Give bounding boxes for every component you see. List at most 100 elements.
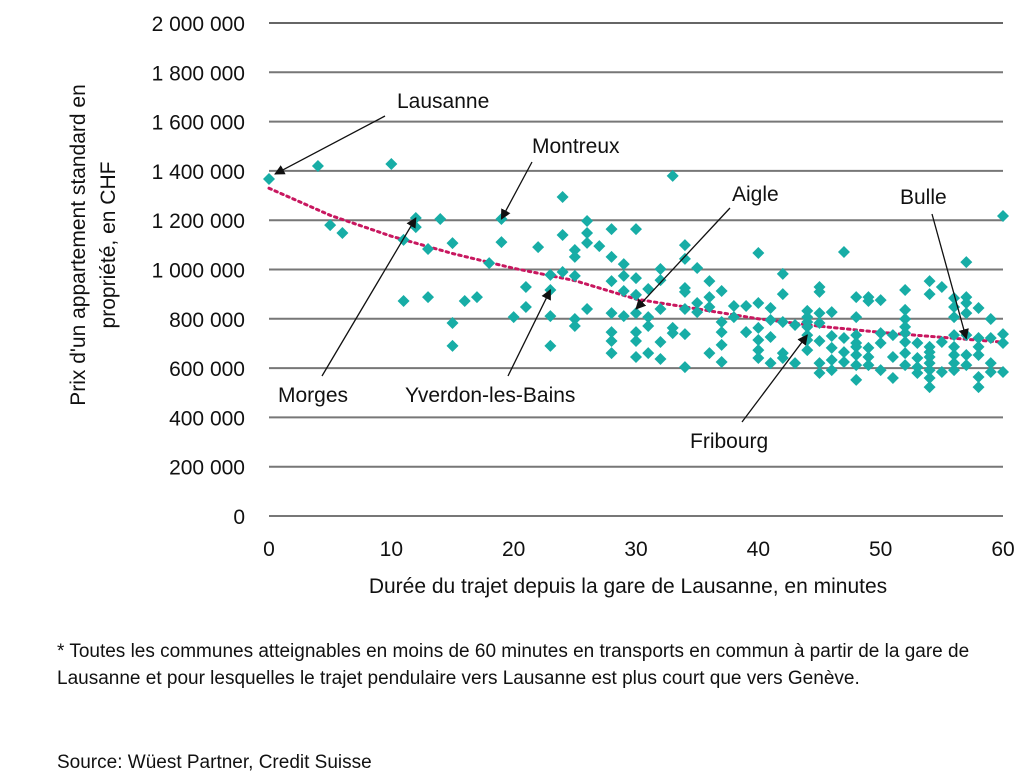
annotation-label: Montreux — [532, 135, 620, 158]
data-point — [422, 243, 435, 256]
data-point — [862, 351, 875, 364]
data-point — [642, 282, 655, 295]
data-point — [678, 328, 691, 341]
data-point — [789, 318, 802, 331]
data-point — [923, 288, 936, 301]
data-point — [311, 159, 324, 172]
data-point — [715, 316, 728, 329]
data-point — [581, 214, 594, 227]
data-point — [703, 300, 716, 313]
data-point — [752, 333, 765, 346]
annotation-label: Aigle — [732, 183, 779, 206]
y-tick-label: 200 000 — [169, 457, 245, 480]
data-point — [776, 288, 789, 301]
annotation-arrow — [635, 207, 731, 310]
data-point — [691, 306, 704, 319]
data-point — [997, 328, 1009, 341]
annotation-label: Yverdon-les-Bains — [405, 384, 575, 407]
data-point — [874, 336, 887, 349]
data-point — [886, 329, 899, 342]
data-point — [752, 297, 765, 310]
data-point — [837, 355, 850, 368]
data-point — [801, 304, 814, 317]
x-tick-label: 50 — [869, 538, 892, 561]
data-point — [935, 281, 948, 294]
data-point — [972, 381, 985, 394]
data-point — [923, 351, 936, 364]
data-point — [593, 240, 606, 253]
data-point — [715, 338, 728, 351]
data-point — [568, 269, 581, 282]
data-point — [605, 347, 618, 360]
data-point — [617, 284, 630, 297]
data-point — [850, 359, 863, 372]
data-point — [911, 336, 924, 349]
data-point — [862, 359, 875, 372]
data-point — [434, 212, 447, 225]
data-point — [556, 191, 569, 204]
data-point — [899, 313, 912, 326]
data-point — [544, 339, 557, 352]
data-point — [899, 320, 912, 333]
data-point — [666, 327, 679, 340]
data-point — [813, 357, 826, 370]
y-tick-label: 1 600 000 — [152, 112, 245, 135]
footnote: * Toutes les communes atteignables en mo… — [57, 641, 970, 689]
data-point — [617, 310, 630, 323]
data-point — [691, 262, 704, 275]
data-point — [813, 285, 826, 298]
annotation-arrow — [500, 161, 533, 220]
data-point — [519, 281, 532, 294]
annotation-arrow — [274, 115, 386, 175]
data-point — [605, 275, 618, 288]
data-point — [899, 347, 912, 360]
data-point — [568, 244, 581, 257]
data-point — [874, 364, 887, 377]
data-point — [422, 291, 435, 304]
data-point — [630, 351, 642, 364]
data-point — [801, 344, 814, 357]
data-point — [972, 370, 985, 383]
data-point — [483, 257, 496, 270]
data-point — [923, 364, 936, 377]
annotation-arrow — [741, 334, 808, 423]
data-point — [495, 236, 508, 249]
data-point — [654, 352, 667, 365]
data-point — [825, 353, 838, 366]
data-point — [899, 283, 912, 296]
data-point — [752, 246, 765, 259]
data-point — [752, 344, 765, 357]
data-point — [568, 319, 581, 332]
annotation-arrow — [321, 217, 417, 377]
x-axis-title: Durée du trajet depuis la gare de Lausan… — [369, 575, 887, 598]
data-point — [948, 329, 961, 342]
data-point — [727, 311, 740, 324]
data-point — [948, 292, 961, 305]
data-point — [899, 335, 912, 348]
data-point — [617, 269, 630, 282]
data-point — [960, 359, 973, 372]
data-point — [630, 326, 642, 339]
y-tick-label: 1 800 000 — [152, 62, 245, 85]
data-point — [336, 227, 349, 240]
data-point — [630, 272, 642, 285]
data-point — [850, 349, 863, 362]
data-point — [997, 366, 1009, 379]
data-point — [581, 236, 594, 249]
data-point — [605, 334, 618, 347]
data-point — [678, 285, 691, 298]
data-point — [850, 311, 863, 324]
annotation-label: Bulle — [900, 186, 947, 209]
y-axis-title-line-2: propriété, en CHF — [97, 162, 120, 329]
data-point — [801, 320, 814, 333]
data-point — [886, 351, 899, 364]
y-axis-title-line-1: Prix d'un appartement standard en — [67, 84, 90, 406]
y-tick-label: 1 000 000 — [152, 260, 245, 283]
data-point — [397, 295, 410, 308]
annotation-arrow — [507, 289, 551, 377]
data-point — [654, 302, 667, 315]
x-tick-label: 0 — [263, 538, 275, 561]
data-point — [984, 332, 997, 345]
annotation-label: Lausanne — [397, 90, 489, 113]
data-point — [899, 303, 912, 316]
